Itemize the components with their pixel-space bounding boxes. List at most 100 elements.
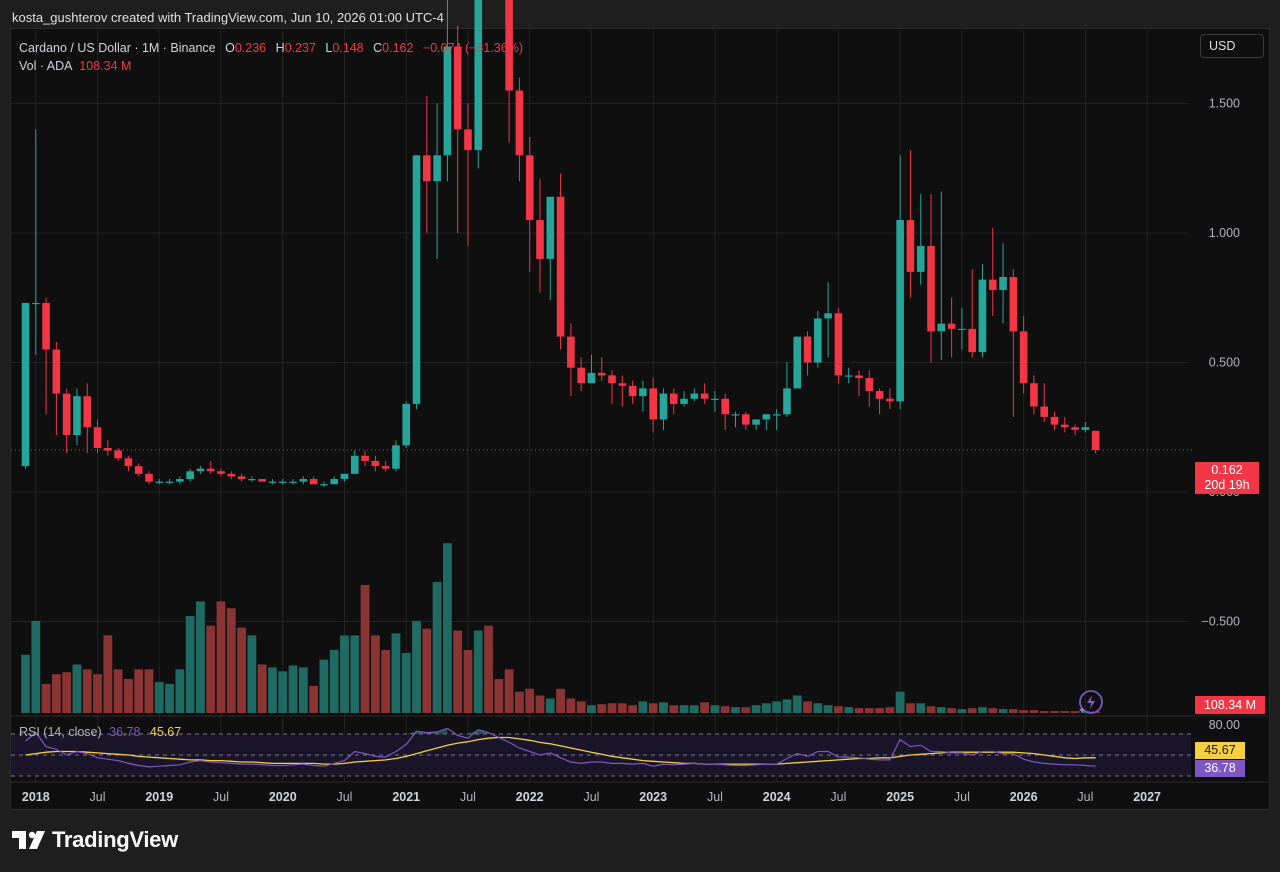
volume-bar <box>82 669 92 713</box>
open-label: O <box>225 41 235 55</box>
volume-bar <box>268 667 277 713</box>
rsi-label[interactable]: RSI (14, close) <box>19 725 102 739</box>
y-tick-label: −0.500 <box>1201 615 1240 629</box>
candle-body <box>536 220 544 259</box>
volume-bar <box>895 691 905 713</box>
symbol-title[interactable]: Cardano / US Dollar · 1M · Binance <box>19 41 216 55</box>
candle-body <box>834 313 843 376</box>
volume-bar <box>401 652 411 713</box>
rsi-ma-tag: 45.67 <box>1195 742 1245 759</box>
volume-bar <box>175 669 185 713</box>
chart-legend: Cardano / US Dollar · 1M · Binance O0.23… <box>19 39 523 75</box>
candle-body <box>433 155 441 182</box>
candle-body <box>916 245 925 272</box>
volume-bar <box>124 679 133 713</box>
candle-body <box>1091 430 1100 451</box>
candle-body <box>855 375 863 379</box>
candle-body <box>844 375 853 377</box>
x-tick-label: Jul <box>460 790 476 804</box>
candle-body <box>577 367 585 384</box>
volume-bar <box>103 635 113 713</box>
candle-body <box>165 481 174 483</box>
close-label: C <box>373 41 383 55</box>
candle-body <box>628 385 637 397</box>
volume-bar <box>134 669 144 713</box>
volume-bar <box>381 649 391 713</box>
candle-body <box>721 398 730 415</box>
volume-bar <box>525 688 535 713</box>
volume-label[interactable]: Vol · ADA <box>19 59 72 73</box>
sparkle-icon[interactable] <box>1078 689 1104 715</box>
volume-bar <box>319 659 329 713</box>
candle-body <box>134 466 143 474</box>
volume-bar <box>689 705 699 713</box>
candle-body <box>248 479 256 481</box>
x-tick-label: Jul <box>336 790 352 804</box>
volume-bar <box>823 705 833 713</box>
candle-body <box>988 279 997 290</box>
x-tick-label: 2020 <box>269 790 297 804</box>
volume-bar <box>659 702 668 713</box>
candle-body <box>371 460 380 467</box>
volume-bar <box>72 664 82 713</box>
candle-body <box>206 468 215 472</box>
volume-bar <box>422 628 432 713</box>
candle-body <box>114 450 122 459</box>
volume-value: 108.34 M <box>79 59 132 73</box>
x-tick-label: 2019 <box>145 790 173 804</box>
volume-bar <box>844 707 854 713</box>
candle-body <box>927 245 935 332</box>
y-tick-label: 1.000 <box>1209 226 1240 240</box>
volume-bar <box>62 672 72 713</box>
candles <box>21 0 1100 487</box>
volume-bar <box>370 635 380 713</box>
candle-body <box>42 302 50 350</box>
candle-body <box>525 155 534 221</box>
volume-bar <box>700 702 710 713</box>
candle-body <box>289 481 297 483</box>
volume-bar <box>1029 710 1039 713</box>
x-tick-label: 2026 <box>1010 790 1038 804</box>
volume-bar <box>607 703 617 713</box>
volume-bar <box>669 705 679 713</box>
rsi-overbought-fill <box>406 731 417 734</box>
volume-bar <box>957 709 967 713</box>
volume-bar <box>782 699 792 713</box>
rsi-line <box>25 727 1096 768</box>
last-price-value: 0.162 <box>1211 463 1243 477</box>
volume-bar <box>875 708 884 713</box>
candle-body <box>227 473 236 477</box>
rsi-overbought-fill <box>25 732 36 734</box>
currency-button[interactable]: USD <box>1200 34 1264 58</box>
candle-body <box>196 468 205 472</box>
candle-body <box>824 313 832 319</box>
rsi-level-label: 80.00 <box>1209 718 1240 732</box>
volume-bar <box>350 635 360 713</box>
volume-bar <box>165 683 174 713</box>
volume-bar <box>278 671 288 713</box>
candle-body <box>1081 427 1090 430</box>
candle-body <box>320 484 328 486</box>
x-tick-label: Jul <box>830 790 846 804</box>
candle-body <box>906 220 915 272</box>
candle-body <box>1060 424 1069 428</box>
volume-bar <box>432 582 442 713</box>
tradingview-logo[interactable]: TradingView <box>12 827 178 853</box>
candle-body <box>752 419 760 425</box>
change-value: −0.074 (−31.36%) <box>422 41 523 55</box>
candle-body <box>186 471 194 480</box>
candle-body <box>299 479 308 482</box>
volume-bar <box>834 706 843 713</box>
candle-body <box>145 473 153 482</box>
x-tick-label: Jul <box>583 790 599 804</box>
close-value: 0.162 <box>382 41 414 55</box>
candle-body <box>330 479 338 485</box>
candle-body <box>443 46 452 156</box>
candle-body <box>896 220 904 402</box>
candle-body <box>968 328 976 353</box>
x-tick-label: 2024 <box>763 790 791 804</box>
candle-body <box>731 414 740 416</box>
candle-body <box>1030 383 1038 407</box>
volume-bar <box>926 706 936 713</box>
